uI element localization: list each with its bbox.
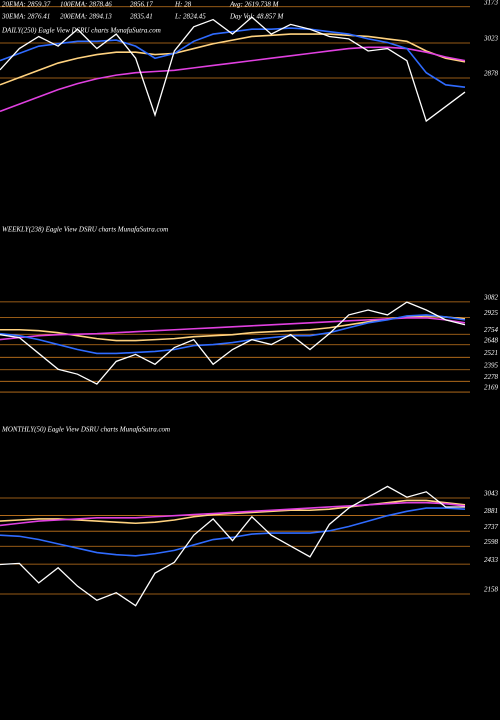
header-text: 2856.17: [130, 1, 153, 9]
header-text: 100EMA: 2878.46: [60, 1, 112, 9]
y-tick-label: 2754: [484, 326, 499, 334]
price-line: [0, 507, 466, 557]
header-text: H: 28: [174, 1, 192, 9]
y-tick-label: 2278: [484, 373, 499, 381]
price-line: [0, 16, 466, 123]
price-line: [0, 317, 466, 341]
y-tick-label: 2878: [484, 70, 499, 78]
header-text: Day Vol: 48.857 M: [229, 13, 284, 21]
price-line: [0, 315, 466, 342]
header-text: 2835.41: [130, 13, 153, 21]
y-tick-label: 3043: [483, 490, 499, 498]
y-tick-label: 3173: [483, 0, 499, 6]
y-tick-label: 2648: [484, 336, 499, 344]
price-line: [0, 33, 466, 86]
price-line: [0, 499, 466, 525]
header-text: 200EMA: 2894.13: [60, 13, 112, 21]
price-line: [0, 301, 466, 385]
header-text: 30EMA: 2876.41: [1, 13, 50, 21]
y-tick-label: 2395: [484, 361, 499, 369]
y-tick-label: 2433: [484, 556, 499, 564]
y-tick-label: 2158: [484, 586, 499, 594]
y-tick-label: 2881: [484, 507, 498, 515]
y-tick-label: 2925: [484, 309, 499, 317]
chart-title: WEEKLY(238) Eagle View DSRU charts Munaf…: [2, 226, 168, 234]
price-line: [0, 27, 466, 89]
header-text: 20EMA: 2859.37: [2, 1, 51, 9]
y-tick-label: 3082: [483, 294, 499, 302]
chart-title: MONTHLY(50) Eagle View DSRU charts Munaf…: [1, 426, 170, 434]
price-line: [0, 485, 465, 607]
price-line: [0, 46, 466, 113]
y-tick-label: 2737: [484, 523, 499, 531]
y-tick-label: 2521: [484, 349, 498, 357]
y-tick-label: 2598: [484, 538, 499, 546]
header-text: L: 2824.45: [174, 13, 206, 21]
y-tick-label: 3023: [483, 35, 499, 43]
y-tick-label: 2169: [484, 384, 499, 392]
chart-title: DAILY(250) Eagle View DSRU charts Munafa…: [1, 27, 161, 35]
header-text: Avg: 2619.738 M: [229, 1, 280, 9]
price-line: [0, 501, 466, 527]
price-line: [0, 314, 466, 355]
